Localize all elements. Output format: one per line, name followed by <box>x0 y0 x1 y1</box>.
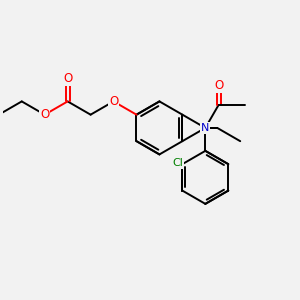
Text: N: N <box>201 123 209 133</box>
Text: O: O <box>214 79 223 92</box>
Text: Cl: Cl <box>172 158 183 168</box>
Text: O: O <box>63 72 72 86</box>
Text: O: O <box>109 95 118 108</box>
Text: O: O <box>40 108 49 121</box>
